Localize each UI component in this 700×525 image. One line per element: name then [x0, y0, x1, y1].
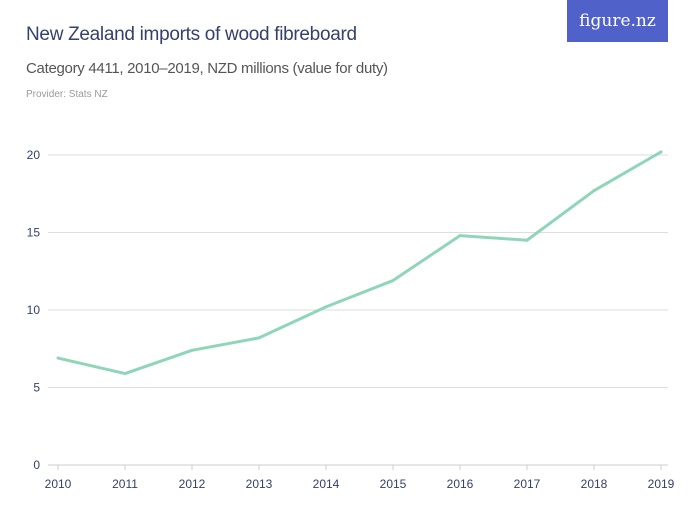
provider-label: Provider: Stats NZ	[26, 89, 108, 100]
x-tick-label: 2011	[112, 477, 138, 491]
x-tick-label: 2013	[246, 477, 273, 491]
x-tick-label: 2015	[380, 477, 407, 491]
x-tick-label: 2018	[581, 477, 608, 491]
y-tick-label: 20	[27, 148, 41, 162]
data-point	[190, 348, 194, 352]
chart-subtitle: Category 4411, 2010–2019, NZD millions (…	[26, 60, 388, 77]
data-point	[525, 238, 529, 242]
x-tick-label: 2014	[313, 477, 340, 491]
y-tick-label: 15	[27, 226, 41, 240]
x-tick-label: 2010	[45, 477, 72, 491]
data-point	[458, 234, 462, 238]
y-tick-label: 5	[33, 381, 40, 395]
data-point	[56, 356, 60, 360]
series-line	[57, 150, 662, 376]
figure-nz-logo[interactable]: figure.nz	[567, 0, 668, 42]
data-point	[592, 189, 596, 193]
data-point	[659, 150, 663, 154]
chart-title: New Zealand imports of wood fibreboard	[26, 24, 357, 45]
data-point	[257, 336, 261, 340]
y-tick-label: 10	[27, 303, 41, 317]
y-tick-label: 0	[33, 458, 40, 472]
data-point	[324, 305, 328, 309]
x-tick-label: 2019	[648, 477, 675, 491]
data-point	[123, 372, 127, 376]
data-point	[391, 279, 395, 283]
x-tick-label: 2017	[514, 477, 541, 491]
x-tick-label: 2012	[179, 477, 206, 491]
x-tick-label: 2016	[447, 477, 474, 491]
